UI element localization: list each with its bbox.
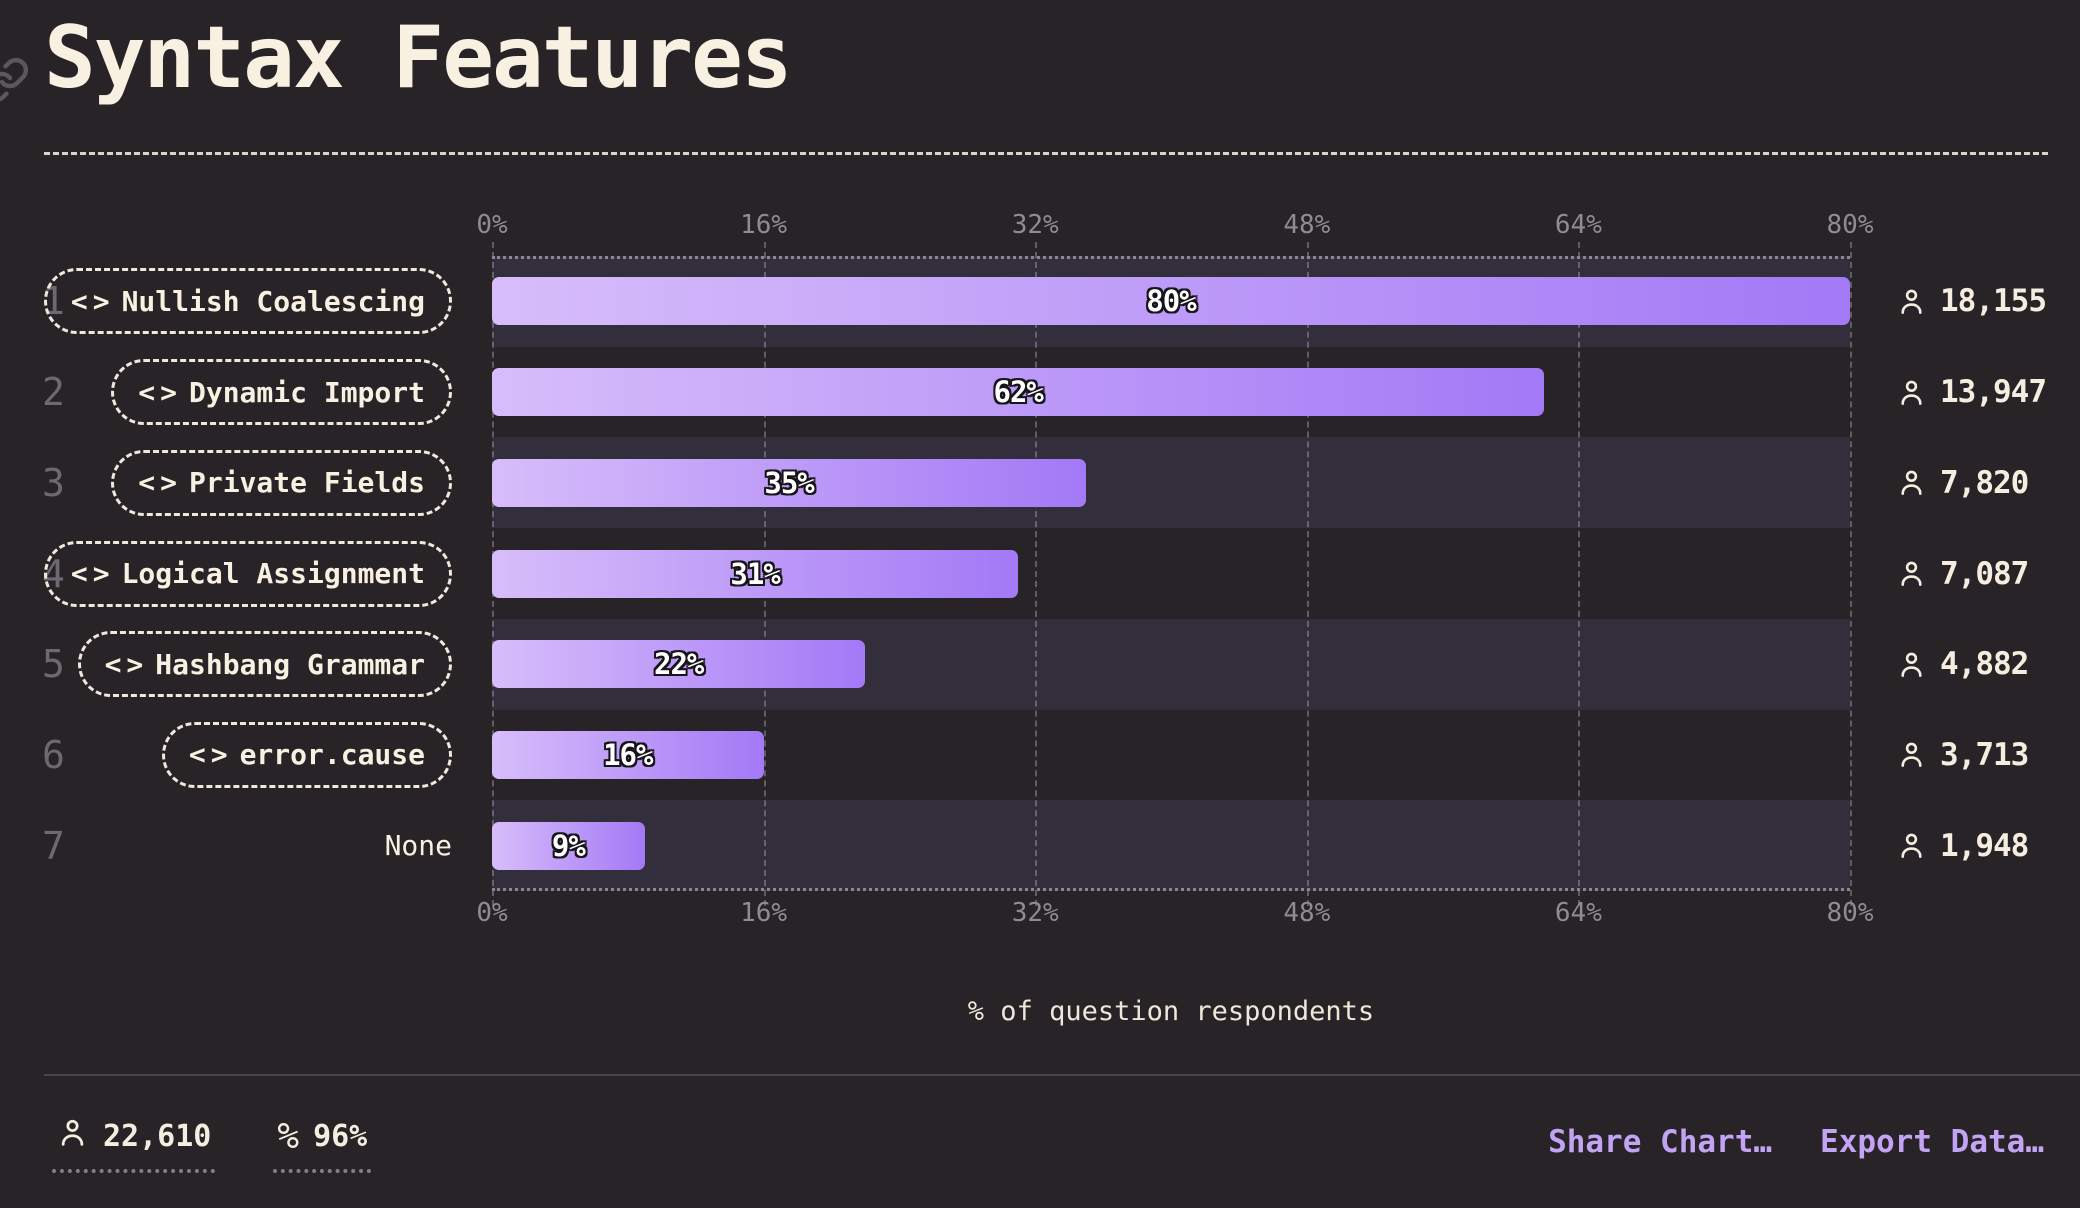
- row-rank: 6: [42, 732, 65, 777]
- respondent-count-value: 3,713: [1940, 736, 2029, 773]
- respondent-count: 3,713: [1896, 731, 2029, 779]
- row-category: <> Logical Assignment: [43, 540, 452, 607]
- link-icon[interactable]: [0, 56, 30, 104]
- footer-stats: 22,610 % 96%: [52, 1116, 372, 1173]
- category-label-none: None: [384, 829, 452, 863]
- user-icon: [1896, 286, 1927, 317]
- respondent-count-value: 1,948: [1940, 827, 2029, 864]
- respondent-count-value: 4,882: [1940, 646, 2029, 683]
- category-pill-private-fields[interactable]: <> Private Fields: [111, 449, 452, 516]
- x-tick-label: 0%: [476, 210, 508, 240]
- category-pill-logical-assignment[interactable]: <> Logical Assignment: [43, 540, 452, 607]
- category-label: Logical Assignment: [121, 557, 425, 590]
- row-category: None: [70, 813, 452, 879]
- bar-dynamic-import[interactable]: 62%: [492, 368, 1545, 417]
- category-label: Private Fields: [188, 466, 425, 500]
- category-label: error.cause: [239, 738, 425, 772]
- x-tick-label: 80%: [1826, 210, 1874, 240]
- gridline-64%: [1578, 242, 1581, 906]
- row-category: <> Private Fields: [70, 449, 452, 516]
- bar-private-fields[interactable]: 35%: [492, 458, 1087, 507]
- category-pill-error-cause[interactable]: <> error.cause: [161, 721, 452, 788]
- category-pill-nullish-coalescing[interactable]: <> Nullish Coalescing: [43, 268, 452, 335]
- bar-error-cause[interactable]: 16%: [492, 730, 764, 779]
- footer-divider: [44, 1074, 2080, 1076]
- percent-icon: %: [277, 1116, 300, 1157]
- respondent-count: 18,155: [1896, 277, 2047, 325]
- respondent-count-value: 7,820: [1940, 464, 2029, 501]
- page-title: Syntax Features: [44, 8, 793, 108]
- row-category: <> Nullish Coalescing: [43, 268, 452, 335]
- respondent-count: 4,882: [1896, 640, 2029, 688]
- bar-value-label: 9%: [551, 828, 586, 863]
- respondent-count: 7,087: [1896, 550, 2029, 598]
- share-chart-link[interactable]: Share Chart…: [1548, 1124, 1773, 1160]
- bar-value-label: 22%: [654, 647, 704, 682]
- respondent-count-value: 7,087: [1940, 555, 2029, 592]
- user-icon: [56, 1116, 89, 1157]
- x-tick-label: 80%: [1826, 898, 1874, 928]
- completion-rate-value: 96%: [313, 1119, 368, 1154]
- gridline-48%: [1306, 242, 1309, 906]
- x-tick-label: 16%: [740, 210, 788, 240]
- row-category: <> error.cause: [70, 721, 452, 788]
- x-tick-label: 32%: [1011, 898, 1059, 928]
- user-icon: [1896, 467, 1927, 498]
- row-rank: 7: [42, 823, 65, 868]
- code-icon: <>: [138, 375, 182, 409]
- x-tick-label: 16%: [740, 898, 788, 928]
- user-icon: [1896, 377, 1927, 408]
- bar-none[interactable]: 9%: [492, 821, 645, 870]
- code-icon: <>: [70, 284, 115, 318]
- respondents-stat[interactable]: 22,610: [52, 1116, 216, 1173]
- category-label: Hashbang Grammar: [155, 647, 425, 681]
- row-rank: 2: [42, 370, 65, 415]
- category-pill-hashbang-grammar[interactable]: <> Hashbang Grammar: [77, 631, 452, 698]
- respondent-count-value: 18,155: [1940, 283, 2047, 320]
- export-data-link[interactable]: Export Data…: [1820, 1124, 2044, 1160]
- x-axis-label: % of question respondents: [967, 996, 1375, 1027]
- user-icon: [1896, 739, 1927, 770]
- category-label: Dynamic Import: [188, 375, 425, 409]
- x-tick-label: 48%: [1283, 210, 1331, 240]
- x-tick-label: 0%: [476, 898, 508, 928]
- bar-value-label: 16%: [603, 737, 653, 772]
- code-icon: <>: [188, 738, 233, 772]
- row-category: <> Hashbang Grammar: [70, 631, 452, 698]
- footer-links: Share Chart… Export Data…: [1548, 1124, 2044, 1160]
- x-tick-label: 32%: [1011, 210, 1059, 240]
- total-respondents-value: 22,610: [103, 1119, 212, 1154]
- bar-value-label: 35%: [764, 465, 814, 500]
- gridline-80%: [1850, 242, 1852, 906]
- user-icon: [1896, 830, 1927, 861]
- category-pill-dynamic-import[interactable]: <> Dynamic Import: [111, 359, 452, 426]
- code-icon: <>: [104, 647, 149, 681]
- user-icon: [1896, 649, 1927, 680]
- user-icon: [1896, 558, 1927, 589]
- x-tick-label: 64%: [1554, 210, 1602, 240]
- bar-value-label: 62%: [993, 375, 1044, 410]
- gridline-32%: [1035, 242, 1038, 906]
- x-tick-label: 48%: [1283, 898, 1331, 928]
- completion-stat[interactable]: % 96%: [273, 1116, 372, 1173]
- bar-value-label: 31%: [730, 556, 780, 591]
- x-tick-label: 64%: [1554, 898, 1602, 928]
- bar-logical-assignment[interactable]: 31%: [492, 549, 1019, 598]
- respondent-count-value: 13,947: [1940, 374, 2047, 411]
- row-rank: 5: [42, 642, 65, 687]
- row-category: <> Dynamic Import: [70, 359, 452, 426]
- category-label: Nullish Coalescing: [121, 284, 425, 318]
- respondent-count: 13,947: [1896, 368, 2047, 416]
- bar-value-label: 80%: [1146, 284, 1196, 319]
- title-divider: [44, 152, 2048, 155]
- row-rank: 3: [42, 460, 65, 505]
- bar-hashbang-grammar[interactable]: 22%: [492, 640, 866, 689]
- code-icon: <>: [70, 557, 115, 590]
- respondent-count: 1,948: [1896, 822, 2029, 870]
- bar-nullish-coalescing[interactable]: 80%: [492, 277, 1850, 326]
- code-icon: <>: [138, 466, 182, 500]
- row-band: [492, 800, 1850, 891]
- respondent-count: 7,820: [1896, 459, 2029, 507]
